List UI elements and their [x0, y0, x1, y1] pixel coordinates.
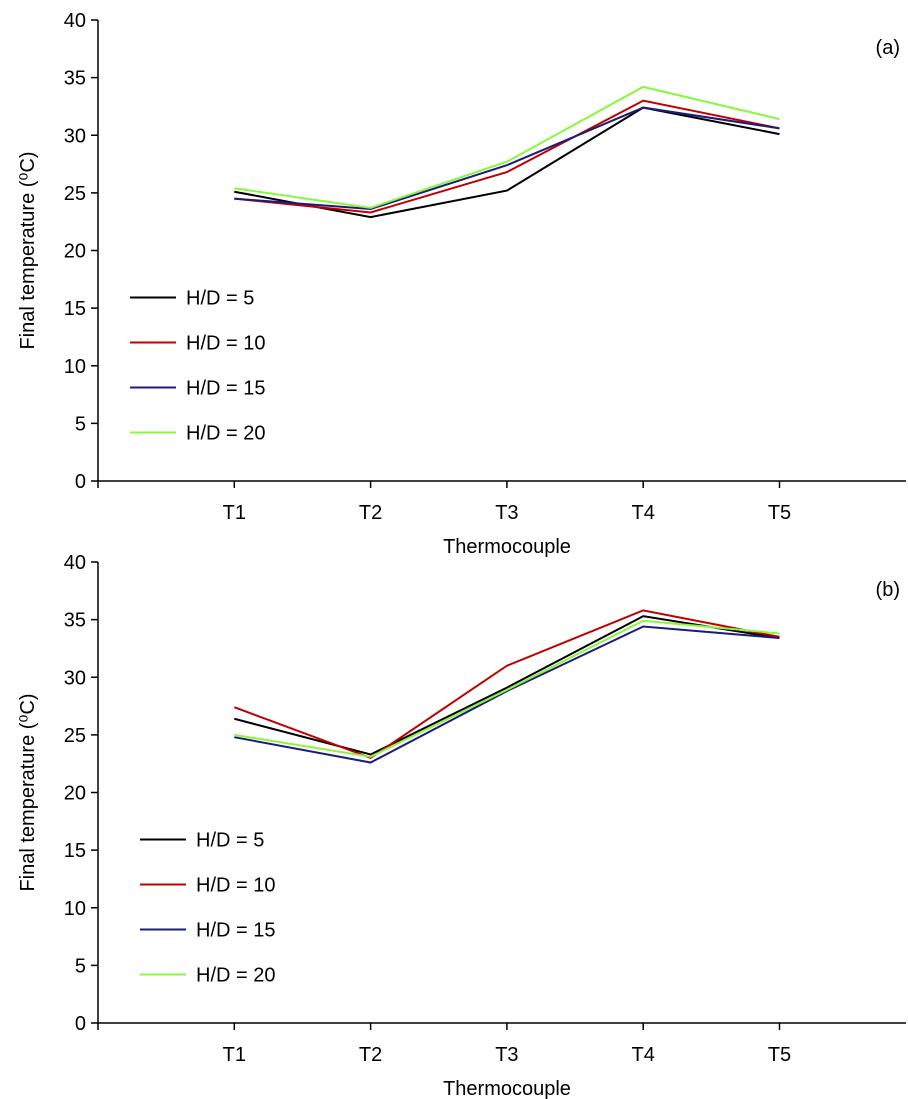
x-tick-label: T1 — [223, 1044, 246, 1066]
y-tick-label: 20 — [64, 783, 86, 805]
x-tick-label: T1 — [223, 502, 246, 524]
legend-label: H/D = 5 — [196, 830, 264, 852]
x-tick-label: T2 — [359, 1044, 382, 1066]
y-tick-label: 25 — [64, 183, 86, 205]
y-tick-label: 20 — [64, 241, 86, 263]
y-tick-label: 5 — [75, 413, 86, 435]
y-tick-label: 0 — [75, 1013, 86, 1035]
panel-label: (b) — [876, 579, 900, 601]
series-line — [234, 625, 780, 764]
y-tick-label: 0 — [75, 471, 86, 493]
chart-panel: 0 5 10 15 20 25 30 35 40 T1 T2 T3 T4 T5 Thermocouple Fi… — [17, 552, 906, 1099]
y-tick-label: 5 — [75, 955, 86, 977]
y-tick-label: 35 — [64, 610, 86, 632]
y-tick-label: 35 — [64, 68, 86, 90]
legend-label: H/D = 10 — [186, 333, 265, 355]
y-tick-label: 25 — [64, 725, 86, 747]
y-tick-label: 10 — [64, 898, 86, 920]
legend-label: H/D = 20 — [196, 965, 275, 987]
y-tick-label: 15 — [64, 840, 86, 862]
x-tick-label: T3 — [495, 1044, 518, 1066]
series-line — [234, 106, 780, 211]
x-tick-label: T2 — [359, 502, 382, 524]
series-line — [233, 609, 780, 760]
y-tick-label: 30 — [64, 125, 86, 147]
y-axis-title: Final temperature (⁰C) — [17, 151, 39, 349]
x-axis-title: Thermocouple — [443, 1078, 571, 1099]
x-tick-label: T5 — [768, 502, 791, 524]
legend-label: H/D = 15 — [196, 920, 275, 942]
y-axis-title: Final temperature (⁰C) — [17, 693, 39, 891]
x-tick-label: T4 — [632, 1044, 655, 1066]
legend-label: H/D = 5 — [186, 288, 254, 310]
x-tick-label: T3 — [495, 502, 518, 524]
series-line — [234, 99, 780, 214]
y-tick-label: 40 — [64, 552, 86, 574]
y-tick-label: 30 — [64, 667, 86, 689]
x-tick-label: T4 — [632, 502, 655, 524]
y-tick-label: 15 — [64, 298, 86, 320]
x-axis-title: Thermocouple — [443, 536, 571, 558]
y-tick-label: 40 — [64, 10, 86, 32]
y-tick-label: 10 — [64, 356, 86, 378]
panel-label: (a) — [876, 37, 900, 59]
x-tick-label: T5 — [768, 1044, 791, 1066]
chart-panel: 0 5 10 15 20 25 30 35 40 T1 T2 T3 T4 T5 Thermocouple Fi… — [17, 10, 906, 558]
series-line — [234, 619, 780, 758]
legend-label: H/D = 20 — [186, 423, 265, 445]
series-line — [234, 85, 780, 209]
series-line — [234, 615, 780, 756]
legend-label: H/D = 15 — [186, 378, 265, 400]
legend-label: H/D = 10 — [196, 875, 275, 897]
